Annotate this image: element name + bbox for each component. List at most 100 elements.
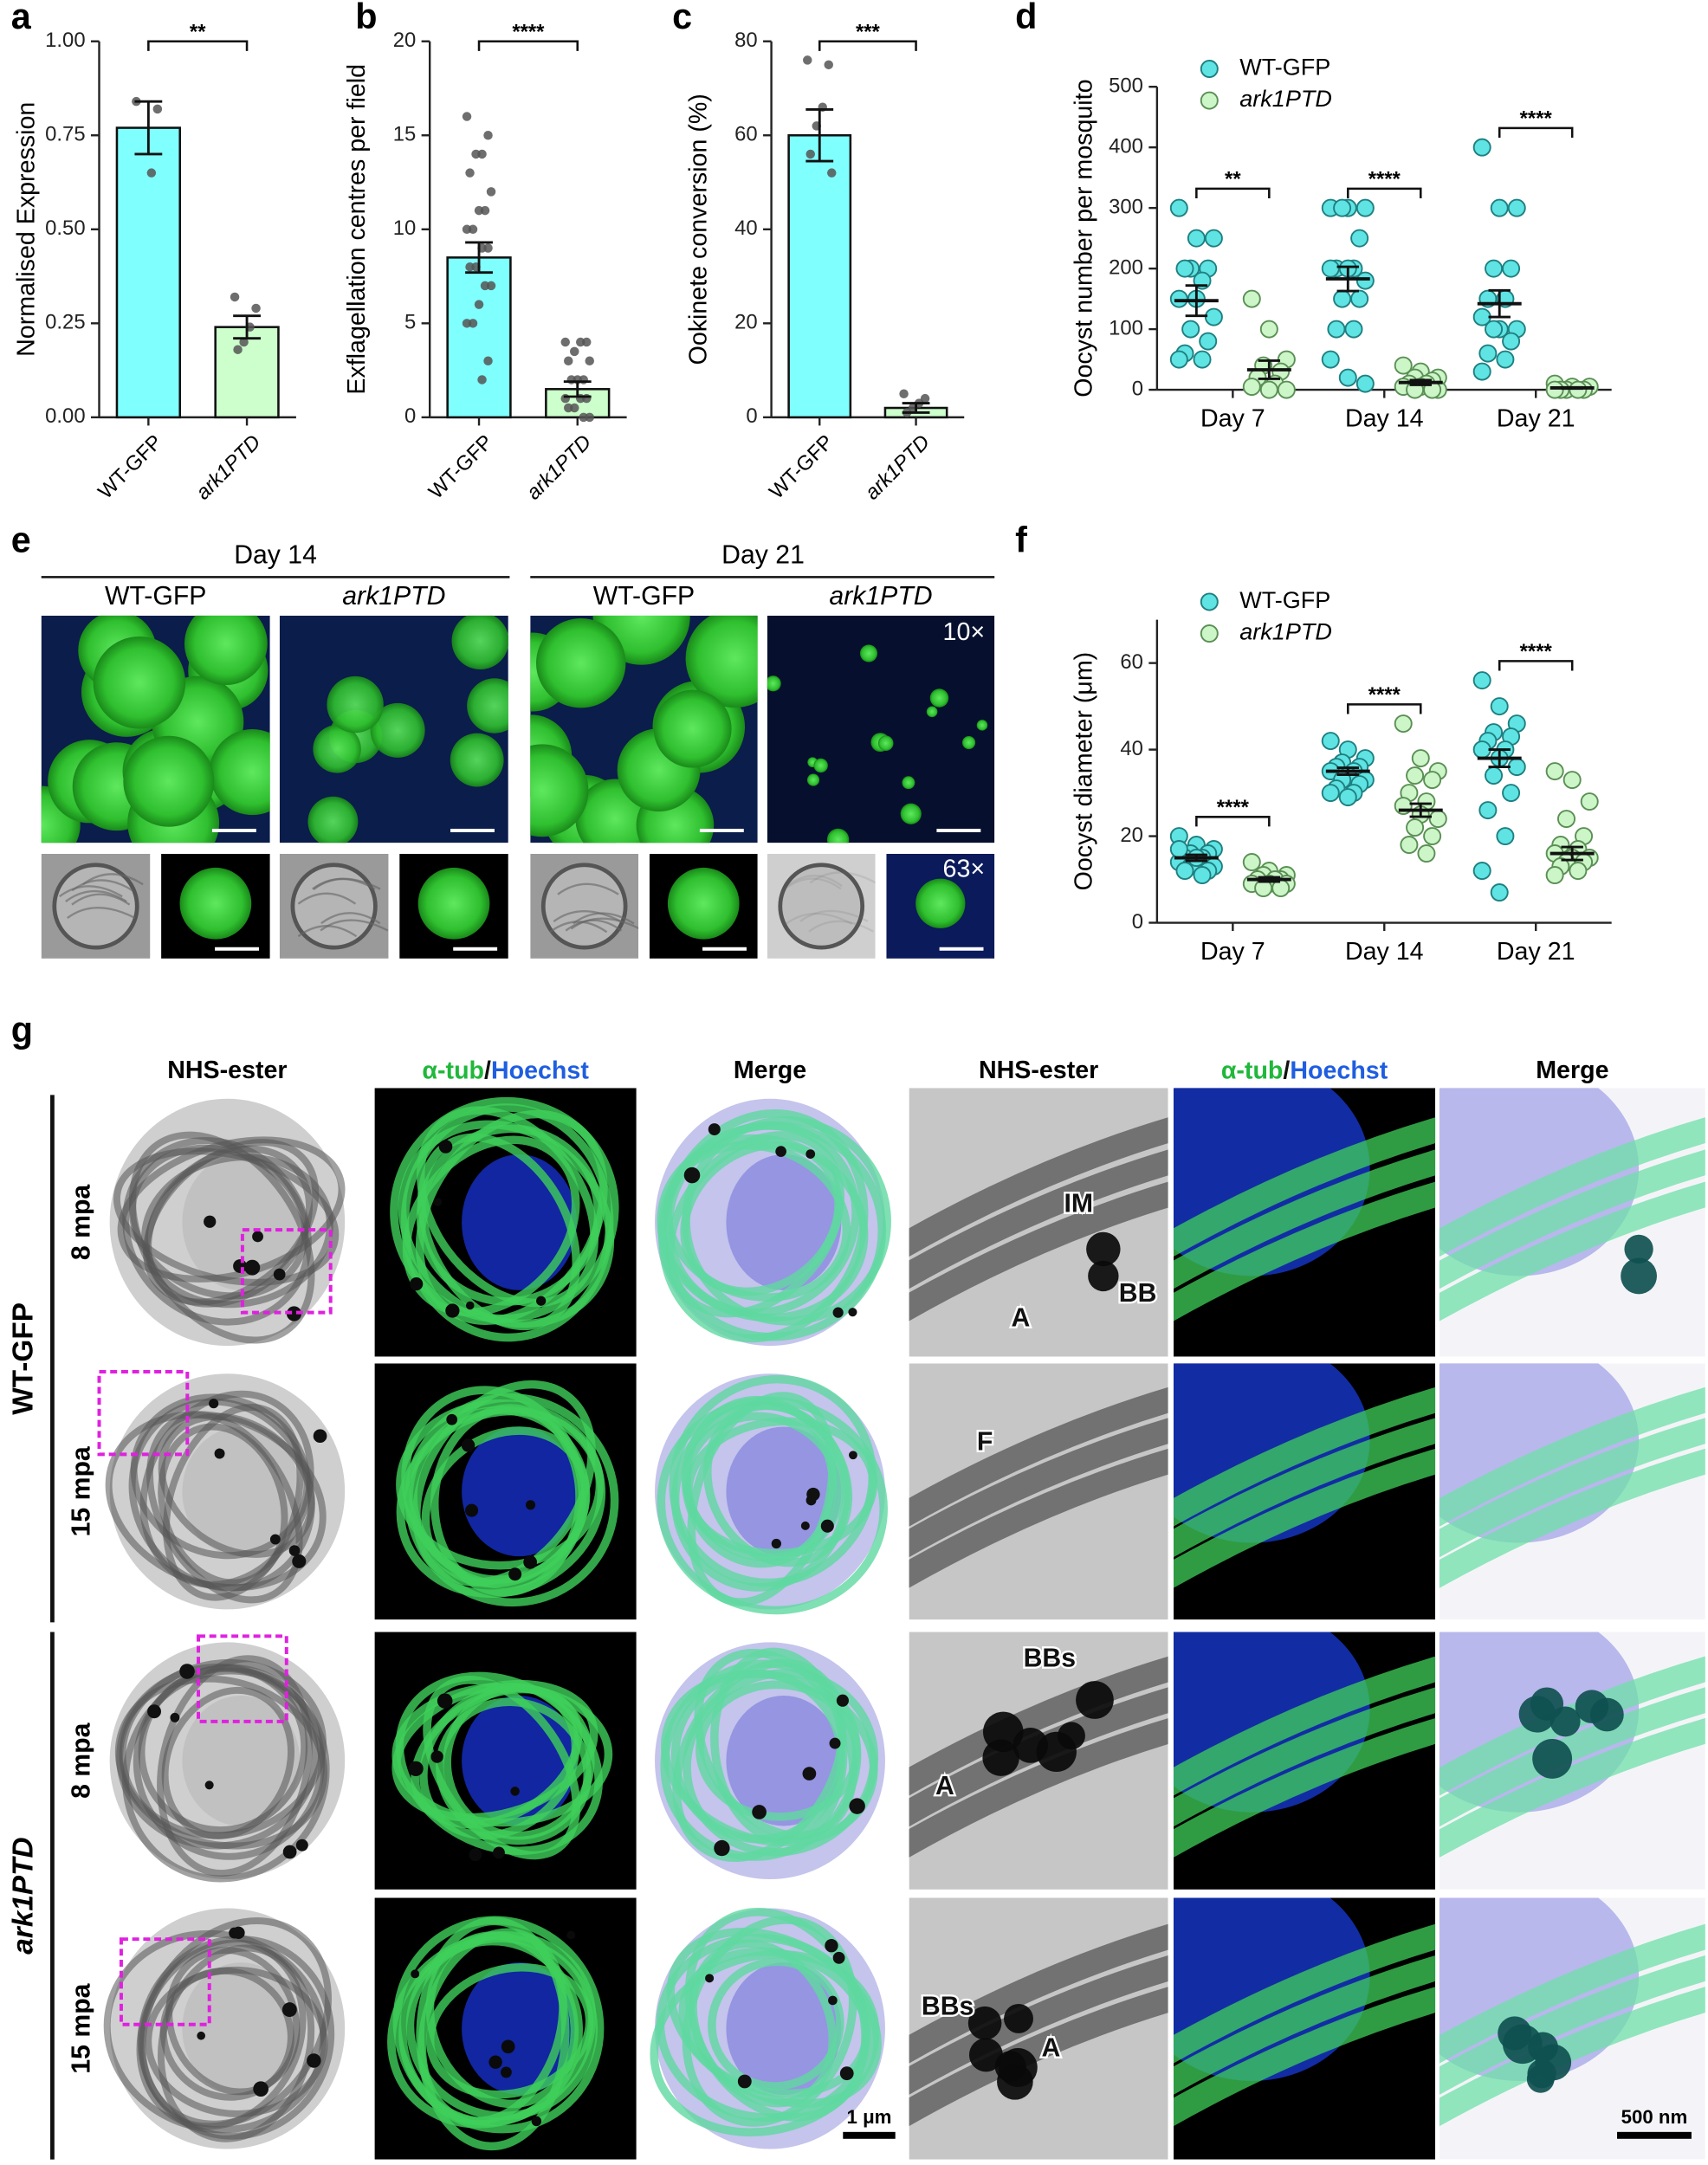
- day-header: Day 14: [234, 540, 317, 569]
- data-point: [1502, 784, 1521, 803]
- data-point: [1580, 792, 1599, 811]
- significance-bracket: [1347, 703, 1422, 714]
- axoneme: [398, 1120, 615, 1328]
- column-header: NHS-ester: [167, 1057, 287, 1084]
- basal-body: [1535, 2044, 1572, 2081]
- image-panel: [909, 1363, 1168, 1620]
- legend-label: ark1PTD: [1239, 619, 1332, 645]
- group-header: ark1PTD: [342, 582, 445, 611]
- flagellum: [1173, 1418, 1436, 1558]
- x-tick-label: Day 21: [1497, 405, 1575, 433]
- significance-bracket: [1195, 816, 1271, 827]
- axoneme: [683, 1412, 844, 1562]
- gfp-oocyst: [417, 867, 490, 940]
- column-header: α-tub/Hoechst: [422, 1057, 589, 1084]
- dic-oocyst: [52, 863, 139, 950]
- oocyst: [530, 744, 589, 837]
- axoneme: [145, 1966, 328, 2117]
- significance-bracket: [1195, 187, 1271, 199]
- image-panel: [94, 1363, 361, 1620]
- panel-letter: b: [355, 0, 377, 36]
- basal-body: [292, 1554, 307, 1568]
- data-point: [1406, 818, 1425, 837]
- basal-body: [501, 2066, 512, 2078]
- legend-marker: [1200, 91, 1219, 110]
- error-bar: [1185, 853, 1208, 863]
- axoneme: [158, 1423, 288, 1587]
- oocyst: [184, 615, 268, 685]
- data-point: [1169, 198, 1188, 217]
- oocyst: [307, 796, 359, 843]
- basal-body: [244, 1259, 261, 1276]
- data-point: [1472, 138, 1491, 157]
- dic-texture: [297, 892, 357, 905]
- data-point: [826, 168, 837, 178]
- y-tick-label: 500: [1109, 74, 1143, 97]
- structure-label: BBs: [1024, 1644, 1076, 1672]
- axoneme: [670, 1401, 851, 1592]
- image-panel: [909, 1088, 1168, 1357]
- data-point: [560, 393, 570, 404]
- image-panel: [638, 1088, 902, 1357]
- basal-body: [829, 1737, 841, 1749]
- flagellum: [1439, 1386, 1705, 1527]
- flagellum: [909, 1955, 1168, 2095]
- y-tick-label: 200: [1109, 255, 1143, 279]
- basal-body: [232, 1926, 245, 1940]
- basal-body: [197, 2031, 206, 2040]
- y-tick-label: 400: [1109, 134, 1143, 158]
- axoneme: [657, 1121, 887, 1341]
- data-point: [1321, 259, 1340, 278]
- basal-body: [438, 1140, 453, 1154]
- dic-texture: [553, 909, 622, 923]
- scale-bar-label: 1 μm: [847, 2106, 892, 2128]
- axoneme: [680, 1141, 843, 1296]
- image-panel: [161, 854, 270, 959]
- panel-letter: a: [11, 0, 32, 36]
- error-bar: [563, 380, 592, 398]
- panel-letter: d: [1015, 0, 1037, 36]
- flagellum: [909, 1149, 1168, 1289]
- x-tick-label: Day 7: [1200, 405, 1265, 433]
- dic-oocyst: [290, 863, 378, 950]
- flagellum: [1173, 1687, 1436, 1827]
- data-point: [465, 262, 475, 272]
- data-point: [1338, 368, 1357, 387]
- dic-texture: [81, 873, 144, 886]
- axoneme: [678, 1947, 871, 2098]
- oocyst: [813, 758, 828, 773]
- oocyst: [767, 675, 781, 692]
- basal-body: [493, 1846, 505, 1859]
- basal-body: [313, 1429, 327, 1444]
- flagellum: [909, 1418, 1168, 1558]
- image-panel: [94, 1088, 361, 1357]
- data-point: [805, 149, 815, 159]
- oocyst: [653, 689, 732, 768]
- x-tick-label: Day 21: [1497, 938, 1575, 966]
- data-point: [1394, 714, 1413, 734]
- dic-texture: [71, 893, 131, 906]
- group-header: WT-GFP: [105, 582, 206, 611]
- flagellum: [909, 1923, 1168, 2064]
- oocyst: [877, 735, 894, 752]
- data-point: [1394, 356, 1413, 375]
- basal-body: [508, 1567, 522, 1581]
- y-tick-label: 20: [1120, 824, 1143, 847]
- oocyst: [685, 615, 758, 708]
- data-point: [1321, 350, 1340, 369]
- data-point: [1569, 862, 1588, 881]
- flagellum: [1173, 1386, 1436, 1527]
- data-point: [471, 149, 481, 159]
- error-bar: [1409, 802, 1432, 818]
- basal-body: [1532, 1738, 1573, 1779]
- basal-body: [536, 1296, 547, 1306]
- oocyst: [327, 675, 384, 734]
- structure-label: A: [1012, 1304, 1031, 1333]
- flagellum: [909, 1656, 1168, 1796]
- y-tick-label: 0.50: [45, 216, 85, 240]
- error-bar: [1336, 766, 1360, 777]
- data-point: [1507, 758, 1526, 777]
- data-point: [1490, 198, 1509, 217]
- error-bar: [1488, 748, 1511, 769]
- structure-label: A: [935, 1772, 954, 1800]
